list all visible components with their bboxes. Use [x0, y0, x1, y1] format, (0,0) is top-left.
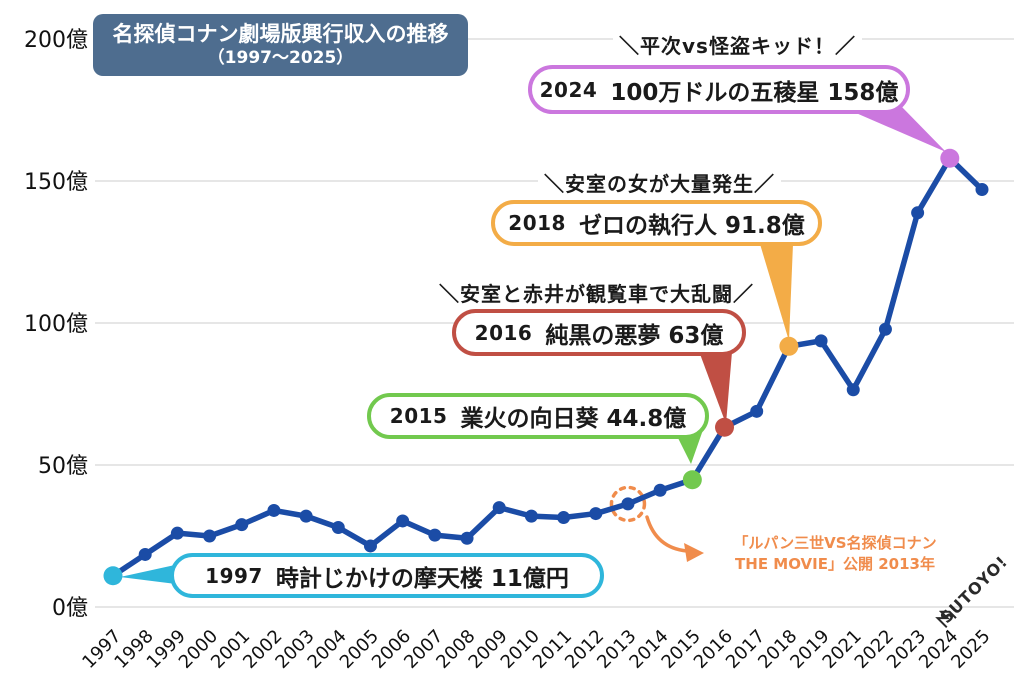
arrowhead-icon — [684, 543, 704, 562]
y-axis-tick-label: 150億 — [24, 170, 88, 195]
data-point — [235, 518, 249, 532]
y-axis-tick-label: 100億 — [24, 312, 88, 337]
logo-zigzag-icon — [935, 610, 957, 629]
data-point — [589, 507, 603, 521]
note-line: THE MOVIE」公開 2013年 — [735, 555, 935, 573]
callout-movie-title: 時計じかけの摩天楼 11億円 — [275, 565, 569, 592]
data-point — [814, 334, 828, 348]
annotation-2016-tagline: ＼安室と赤井が観覧車で大乱闘／ — [433, 277, 760, 308]
data-point — [203, 529, 217, 543]
data-point — [363, 539, 377, 553]
data-point — [138, 547, 152, 561]
y-axis-labels: 0億 50億 100億 150億 200億 — [24, 28, 88, 621]
data-point-1997-highlight — [103, 566, 123, 586]
sutoyo-logo: SUTOYO! — [926, 548, 1022, 638]
callout-year: 2024 — [539, 77, 598, 102]
callout-year: 1997 — [205, 563, 263, 588]
data-point-2016-highlight — [715, 417, 735, 437]
data-point — [299, 509, 313, 523]
data-point-2024-highlight — [940, 148, 960, 168]
annotation-text: ＼安室の女が大量発生／ — [544, 172, 775, 196]
y-axis-tick-label: 0億 — [52, 596, 88, 621]
x-axis-labels: 1997199819992000200120022003200420052006… — [78, 626, 994, 673]
callout-tail-2016 — [700, 352, 732, 424]
callout-1997: 1997 時計じかけの摩天楼 11億円 — [170, 553, 604, 598]
callout-2024: 2024 100万ドルの五稜星 158億 — [528, 65, 910, 114]
data-point — [524, 509, 538, 523]
callout-year: 2016 — [474, 320, 533, 345]
annotation-2018-tagline: ＼安室の女が大量発生／ — [538, 167, 781, 198]
data-point — [460, 531, 474, 545]
callout-tail-2018 — [760, 244, 793, 341]
chart-title: 名探偵コナン劇場版興行収入の推移 — [112, 22, 449, 47]
callout-tail-1997 — [120, 563, 184, 585]
callout-movie-title: 業火の向日葵 44.8億 — [460, 406, 687, 432]
data-point — [975, 183, 989, 197]
data-point — [621, 497, 635, 511]
chart-title-range: （1997〜2025） — [207, 47, 354, 68]
data-point — [750, 404, 764, 418]
note-line: 「ルパン三世VS名探偵コナン — [733, 534, 937, 552]
revenue-line-series — [110, 155, 985, 579]
callout-tail-2024 — [856, 106, 946, 152]
data-point — [428, 528, 442, 542]
data-point — [878, 322, 892, 336]
annotation-text: ＼安室と赤井が観覧車で大乱闘／ — [439, 282, 754, 306]
chart-title-box: 名探偵コナン劇場版興行収入の推移 （1997〜2025） — [93, 14, 468, 76]
data-point — [846, 383, 860, 397]
data-point — [911, 206, 925, 220]
callout-movie-title: 100万ドルの五稜星 158億 — [610, 79, 899, 106]
data-point — [492, 501, 506, 515]
callout-movie-title: 純黒の悪夢 63億 — [545, 322, 724, 349]
callout-2015: 2015 業火の向日葵 44.8億 — [367, 393, 709, 439]
data-point-2015-highlight — [682, 470, 702, 490]
curved-arrow-icon — [645, 515, 689, 553]
y-axis-tick-label: 200億 — [24, 28, 88, 53]
callout-year: 2015 — [389, 404, 448, 428]
data-point — [653, 483, 667, 497]
data-point — [396, 514, 410, 528]
data-point-markers — [103, 148, 989, 586]
data-point-2018-highlight — [779, 336, 799, 356]
callout-year: 2018 — [508, 211, 566, 235]
y-axis-tick-label: 50億 — [38, 454, 88, 479]
callout-movie-title: ゼロの執行人 91.8億 — [578, 213, 805, 239]
lupin-crossover-note: 「ルパン三世VS名探偵コナン THE MOVIE」公開 2013年 — [695, 533, 975, 575]
data-point — [267, 503, 281, 517]
callout-2018: 2018 ゼロの執行人 91.8億 — [491, 200, 822, 246]
dashed-highlight-ring-2013 — [609, 485, 647, 523]
data-point — [170, 526, 184, 540]
data-point — [557, 511, 571, 525]
annotation-2024-tagline: ＼平次vs怪盗キッド！／ — [613, 29, 862, 60]
data-point — [331, 520, 345, 534]
callout-2016: 2016 純黒の悪夢 63億 — [452, 309, 746, 356]
annotation-text: ＼平次vs怪盗キッド！／ — [619, 34, 856, 58]
